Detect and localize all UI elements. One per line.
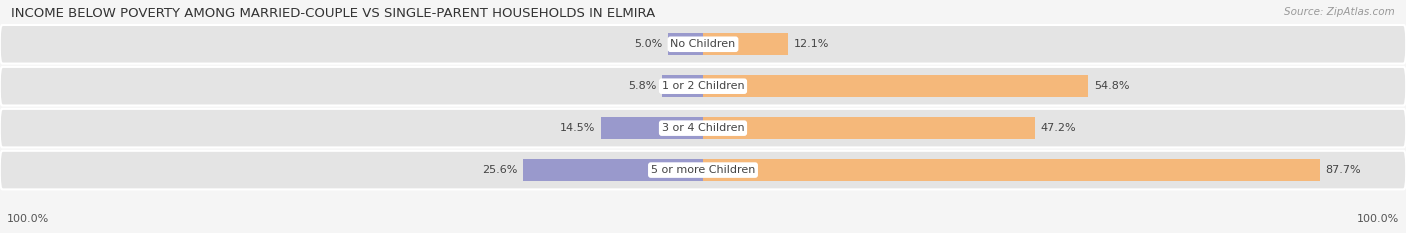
Text: 5.0%: 5.0% [634, 39, 662, 49]
Bar [662, 75, 703, 97]
FancyBboxPatch shape [0, 109, 1406, 147]
Text: 3 or 4 Children: 3 or 4 Children [662, 123, 744, 133]
Text: INCOME BELOW POVERTY AMONG MARRIED-COUPLE VS SINGLE-PARENT HOUSEHOLDS IN ELMIRA: INCOME BELOW POVERTY AMONG MARRIED-COUPL… [11, 7, 655, 20]
Text: 47.2%: 47.2% [1040, 123, 1076, 133]
Bar [703, 75, 1088, 97]
FancyBboxPatch shape [0, 67, 1406, 106]
Text: 100.0%: 100.0% [7, 214, 49, 224]
Bar [703, 159, 1319, 181]
Text: No Children: No Children [671, 39, 735, 49]
Text: 1 or 2 Children: 1 or 2 Children [662, 81, 744, 91]
FancyBboxPatch shape [0, 25, 1406, 64]
Bar [703, 33, 787, 55]
Text: 14.5%: 14.5% [560, 123, 596, 133]
Text: 25.6%: 25.6% [482, 165, 517, 175]
Bar [523, 159, 703, 181]
Bar [703, 117, 1035, 139]
Text: Source: ZipAtlas.com: Source: ZipAtlas.com [1284, 7, 1395, 17]
Text: 12.1%: 12.1% [793, 39, 830, 49]
Text: 100.0%: 100.0% [1357, 214, 1399, 224]
Text: 5 or more Children: 5 or more Children [651, 165, 755, 175]
Text: 54.8%: 54.8% [1094, 81, 1129, 91]
Text: 87.7%: 87.7% [1324, 165, 1361, 175]
Bar [602, 117, 703, 139]
Bar [668, 33, 703, 55]
Text: 5.8%: 5.8% [628, 81, 657, 91]
FancyBboxPatch shape [0, 151, 1406, 189]
